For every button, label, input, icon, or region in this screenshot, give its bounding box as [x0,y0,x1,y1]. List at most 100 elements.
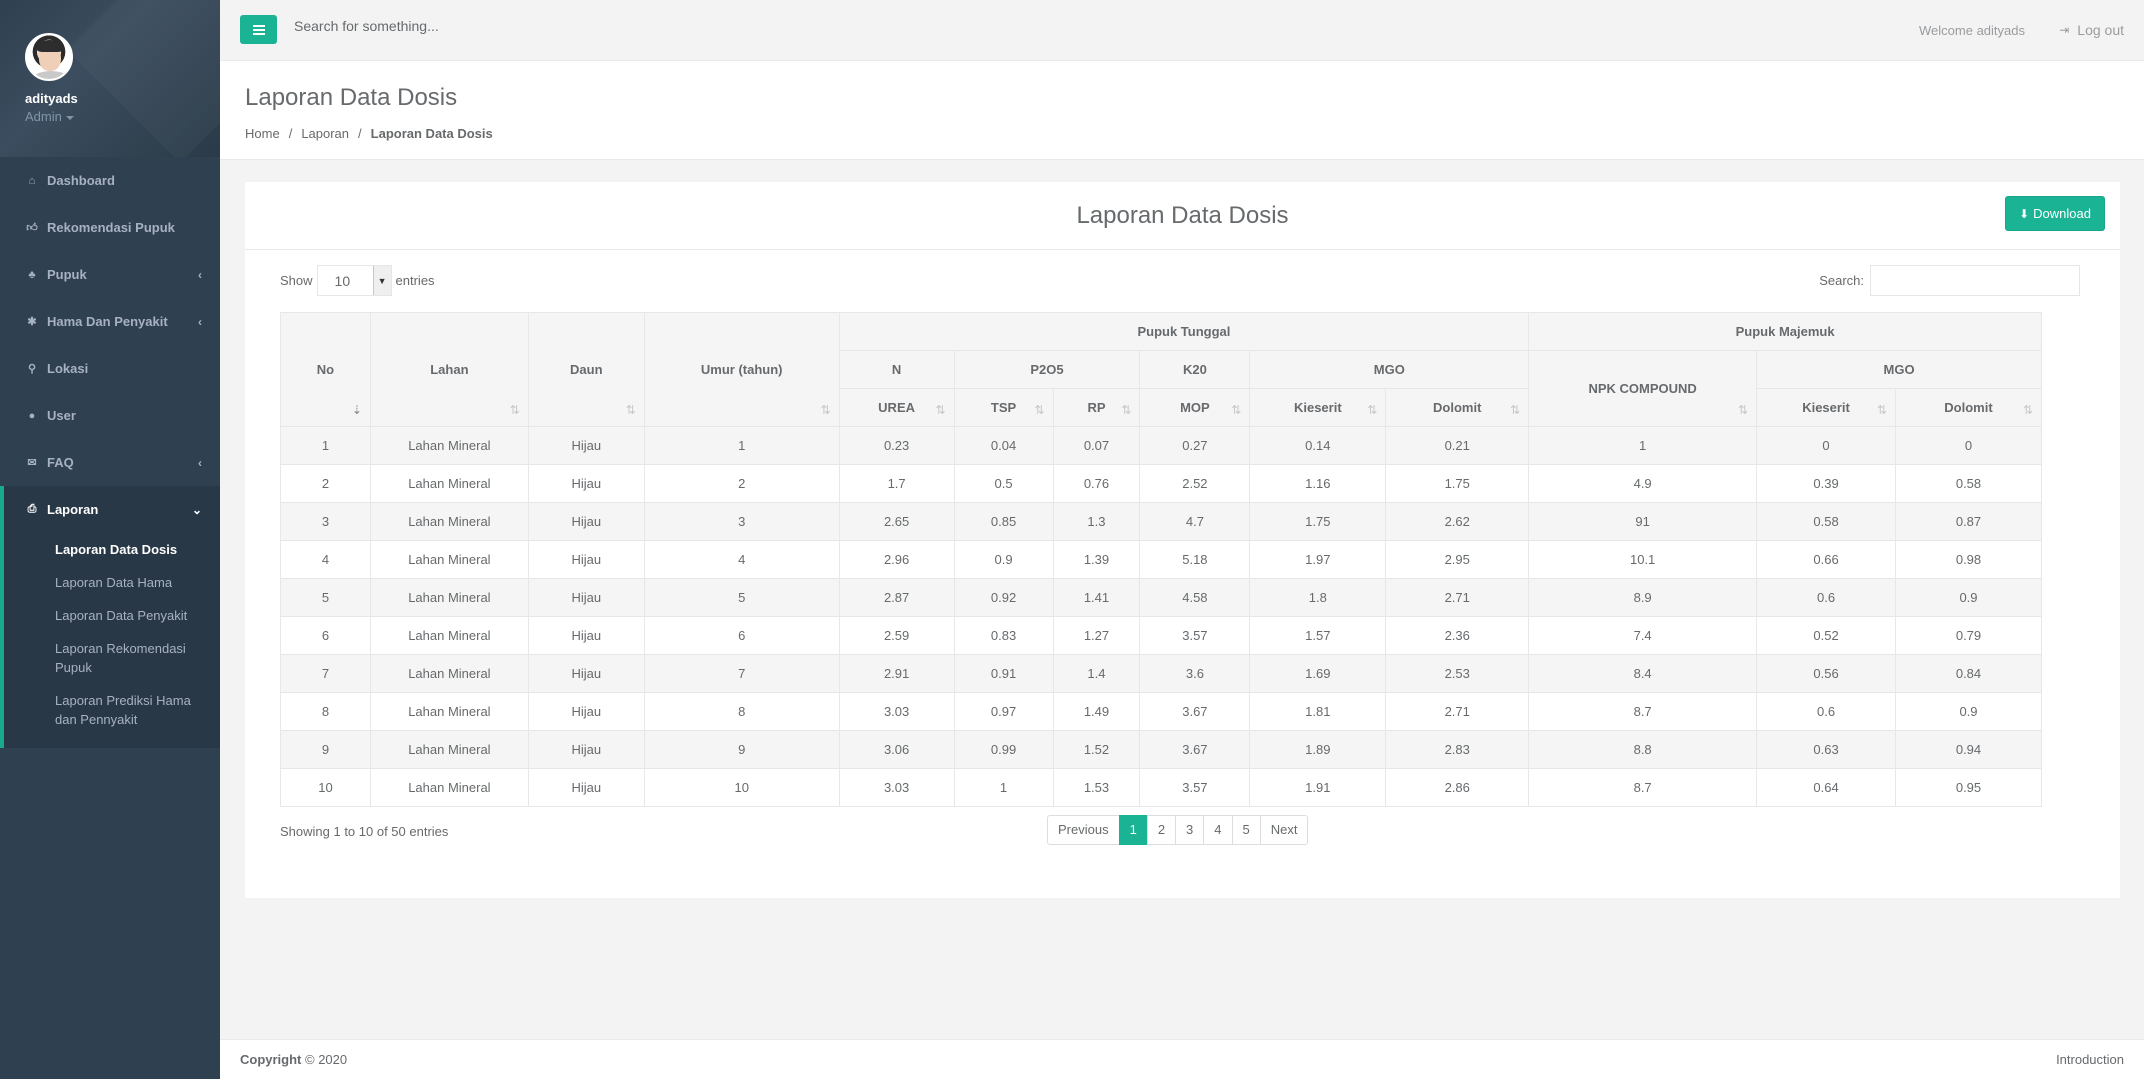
col-header-daun[interactable]: Daun [527,312,645,427]
table-cell: 10 [280,768,371,807]
sidebar-item-rekomendasi-pupuk[interactable]: 👍︎ Rekomendasi Pupuk [0,204,220,251]
table-cell: 0.83 [953,616,1054,655]
table-cell: 0.63 [1756,730,1896,769]
col-header-umur[interactable]: Umur (tahun) [643,312,840,427]
table-cell: 0.58 [1895,464,2042,503]
sidebar-item-hama-dan-penyakit[interactable]: ✱ Hama Dan Penyakit ‹ [0,298,220,345]
table-cell: 9 [643,730,840,769]
submenu-item-laporan-data-penyakit[interactable]: Laporan Data Penyakit [55,608,188,623]
table-row: 9 Lahan Mineral Hijau 9 3.06 0.99 1.52 3.67 1.89… [280,730,2042,769]
table-cell: 8.9 [1528,578,1758,617]
col-header-mop[interactable]: MOP [1139,388,1251,427]
sidebar-item-lokasi[interactable]: ⚲ Lokasi [0,345,220,392]
table-cell: 1.91 [1249,768,1387,807]
table-row: 3 Lahan Mineral Hijau 3 2.65 0.85 1.3 4.7 1.75 2.… [280,502,2042,541]
table-row: 1 Lahan Mineral Hijau 1 0.23 0.04 0.07 0.27 0.14… [280,426,2042,465]
sidebar-item-label[interactable]: Laporan [47,502,99,517]
table-search-input[interactable] [1870,265,2080,296]
chevron-down-icon[interactable]: ▼ [372,266,391,295]
page-2-button[interactable]: 2 [1146,815,1177,845]
table-cell: 8.4 [1528,654,1758,693]
table-cell: 1.16 [1249,464,1387,503]
table-cell: 5.18 [1139,540,1251,579]
sidebar-item-label[interactable]: Hama Dan Penyakit [47,314,168,329]
page-previous-button[interactable]: Previous [1047,815,1120,845]
table-cell: Lahan Mineral [369,692,529,731]
breadcrumb-laporan[interactable]: Laporan [301,126,350,141]
print-icon: ⎙ [27,503,37,515]
report-title: Laporan Data Dosis [1076,202,1289,229]
table-cell: 1 [280,426,371,465]
table-cell: 2.95 [1385,540,1530,579]
sidebar-item-user[interactable]: ● User [0,392,220,439]
sidebar-link-faq[interactable]: ✉ FAQ ‹ [0,439,220,486]
logout-label[interactable]: Log out [2077,22,2124,38]
entries-select[interactable]: 10 ▼ [316,265,392,296]
page-3-button[interactable]: 3 [1175,815,1205,845]
logout-link[interactable]: ⇥ Log out [2059,22,2124,38]
sidebar-link-pupuk[interactable]: ♣ Pupuk ‹ [0,251,220,298]
sidebar-link-hama-dan-penyakit[interactable]: ✱ Hama Dan Penyakit ‹ [0,298,220,345]
table-cell: 7.4 [1528,616,1758,655]
col-header-kieserit[interactable]: Kieserit [1249,388,1387,427]
submenu-item-laporan-rekomendasi-pupuk[interactable]: Laporan Rekomendasi Pupuk [55,641,186,675]
col-header-tsp[interactable]: TSP [953,388,1054,427]
table-cell: Hijau [527,426,645,465]
sidebar-item-label[interactable]: Pupuk [47,267,87,282]
sidebar-item-laporan[interactable]: ⎙ Laporan ⌄ Laporan Data Dosis Laporan Data … [0,486,220,748]
entries-value[interactable]: 10 [334,272,351,289]
table-cell: 0.27 [1139,426,1251,465]
table-cell: 6 [280,616,371,655]
page-4-button[interactable]: 4 [1203,815,1233,845]
col-header-rp[interactable]: RP [1052,388,1141,427]
page-next-button[interactable]: Next [1259,815,1309,845]
table-cell: Hijau [527,768,645,807]
submenu-item-laporan-data-hama[interactable]: Laporan Data Hama [55,575,173,590]
sidebar-link-dashboard[interactable]: ⌂ Dashboard [0,157,220,204]
table-cell: Lahan Mineral [369,768,529,807]
sidebar-link-rekomendasi-pupuk[interactable]: 👍︎ Rekomendasi Pupuk [0,204,220,251]
submenu-item-laporan-prediksi-hama-dan-pennyakit[interactable]: Laporan Prediksi Hama dan Pennyakit [55,693,191,727]
sidebar-item-label[interactable]: Dashboard [47,173,115,188]
user-icon: ● [28,409,36,422]
table-cell: 2.62 [1385,502,1530,541]
table-cell: 2.86 [1385,768,1530,807]
sidebar-item-faq[interactable]: ✉ FAQ ‹ [0,439,220,486]
col-header-no[interactable]: No [280,312,371,427]
download-button[interactable]: ⬇ Download [2005,196,2105,231]
table-cell: 2.71 [1385,578,1530,617]
menu-toggle-button[interactable] [240,15,277,44]
table-cell: Hijau [527,654,645,693]
sidebar-link-user[interactable]: ● User [0,392,220,439]
col-header-dolomit-majemuk[interactable]: Dolomit [1895,388,2042,427]
table-cell: 0.04 [953,426,1054,465]
breadcrumb-home[interactable]: Home [245,126,280,141]
top-search-input[interactable] [294,18,694,34]
col-header-lahan[interactable]: Lahan [369,312,529,427]
table-cell: Lahan Mineral [369,654,529,693]
col-header-npk-compound[interactable]: NPK COMPOUND [1528,350,1758,427]
col-header-kieserit-majemuk[interactable]: Kieserit [1756,388,1896,427]
page-5-button[interactable]: 5 [1231,815,1261,845]
user-role[interactable]: Admin [25,109,62,124]
download-label[interactable]: Download [2033,206,2091,221]
table-cell: 1 [953,768,1054,807]
avatar[interactable] [25,33,73,81]
user-role-dropdown[interactable]: Admin [25,109,220,124]
sidebar-item-dashboard[interactable]: ⌂ Dashboard [0,157,220,204]
page-1-button[interactable]: 1 [1118,815,1148,845]
col-header-dolomit[interactable]: Dolomit [1385,388,1530,427]
sidebar-item-label[interactable]: Rekomendasi Pupuk [47,220,175,235]
sidebar-item-label[interactable]: User [47,408,76,423]
table-cell: 0.52 [1756,616,1896,655]
table-cell: 0.39 [1756,464,1896,503]
submenu-item-laporan-data-dosis[interactable]: Laporan Data Dosis [55,542,178,557]
sidebar-item-pupuk[interactable]: ♣ Pupuk ‹ [0,251,220,298]
sidebar-link-laporan[interactable]: ⎙ Laporan ⌄ [4,486,220,533]
group-header-pupuk-tunggal: Pupuk Tunggal [838,312,1530,351]
table-cell: 0.79 [1895,616,2042,655]
sidebar-item-label[interactable]: Lokasi [47,361,89,376]
sidebar-item-label[interactable]: FAQ [47,455,74,470]
col-header-urea[interactable]: UREA [838,388,955,427]
sidebar-link-lokasi[interactable]: ⚲ Lokasi [0,345,220,392]
